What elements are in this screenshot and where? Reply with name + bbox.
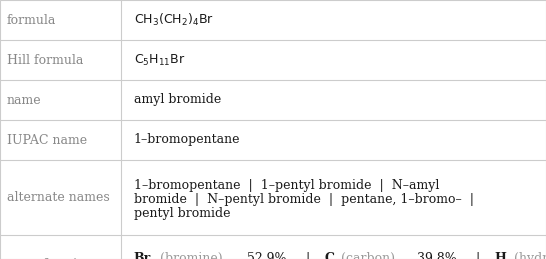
Text: IUPAC name: IUPAC name [7, 133, 87, 147]
Text: pentyl bromide: pentyl bromide [134, 207, 230, 220]
Text: bromide  |  N–pentyl bromide  |  pentane, 1–bromo–  |: bromide | N–pentyl bromide | pentane, 1–… [134, 193, 474, 206]
Text: (carbon): (carbon) [337, 252, 399, 259]
Text: alternate names: alternate names [7, 191, 110, 204]
Text: amyl bromide: amyl bromide [134, 93, 221, 106]
Text: $\mathrm{C_5H_{11}Br}$: $\mathrm{C_5H_{11}Br}$ [134, 53, 185, 68]
Text: H: H [495, 252, 506, 259]
Text: 1–bromopentane  |  1–pentyl bromide  |  N–amyl: 1–bromopentane | 1–pentyl bromide | N–am… [134, 179, 439, 192]
Text: name: name [7, 93, 41, 106]
Text: $\mathrm{CH_3(CH_2)_4Br}$: $\mathrm{CH_3(CH_2)_4Br}$ [134, 12, 213, 28]
Text: formula: formula [7, 13, 56, 26]
Text: 39.8%: 39.8% [417, 252, 457, 259]
Text: Br: Br [134, 252, 151, 259]
Text: mass fractions: mass fractions [7, 258, 99, 259]
Text: 1–bromopentane: 1–bromopentane [134, 133, 240, 147]
Text: (hydrogen): (hydrogen) [510, 252, 546, 259]
Text: C: C [324, 252, 334, 259]
Text: |: | [298, 252, 318, 259]
Text: |: | [468, 252, 489, 259]
Text: 52.9%: 52.9% [247, 252, 287, 259]
Text: (bromine): (bromine) [156, 252, 227, 259]
Text: Hill formula: Hill formula [7, 54, 84, 67]
